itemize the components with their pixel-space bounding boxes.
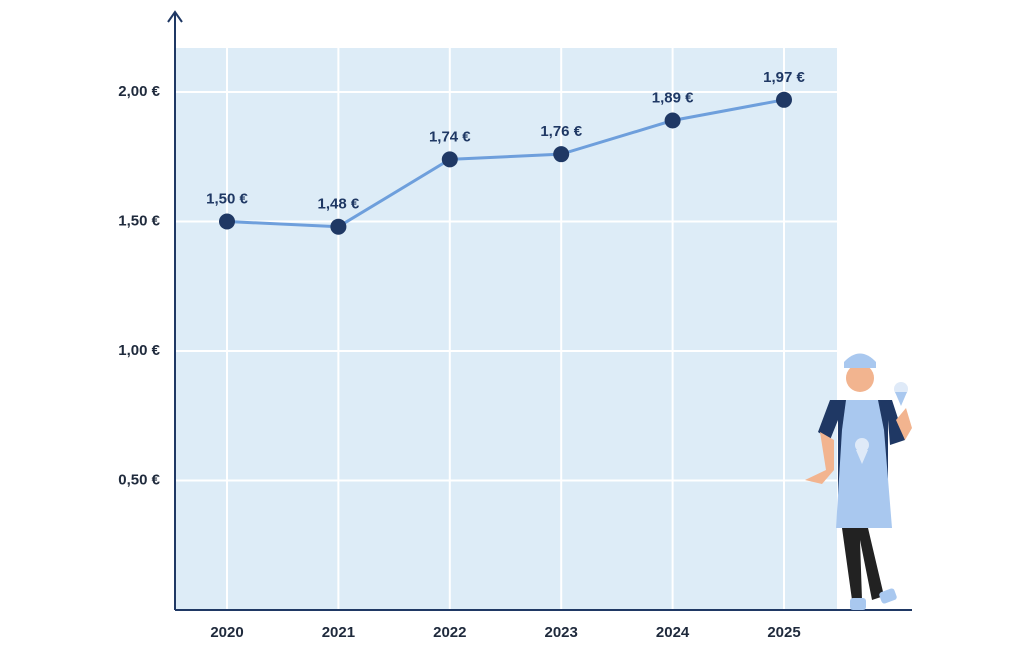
marker: [441, 151, 458, 168]
x-tick-label: 2020: [210, 624, 243, 641]
plot-layer: [175, 48, 837, 610]
x-tick-label: 2024: [656, 624, 690, 641]
data-label: 1,74 €: [429, 128, 471, 145]
data-label: 1,76 €: [540, 123, 582, 140]
marker: [330, 218, 347, 235]
data-label: 1,48 €: [318, 196, 360, 213]
data-label: 1,97 €: [763, 69, 805, 86]
data-label: 1,50 €: [206, 190, 248, 207]
y-tick-label: 0,50 €: [118, 471, 160, 488]
x-tick-label: 2021: [322, 624, 355, 641]
x-tick-label: 2022: [433, 624, 466, 641]
data-label: 1,89 €: [652, 89, 694, 106]
x-tick-label: 2023: [545, 624, 578, 641]
y-axis-arrow: [167, 10, 183, 23]
marker: [664, 112, 681, 129]
line: [226, 98, 785, 229]
plot-background: [175, 48, 837, 610]
marker: [553, 146, 570, 163]
y-tick-label: 2,00 €: [118, 83, 160, 100]
marker: [776, 91, 792, 108]
y-tick-label: 1,00 €: [118, 342, 160, 359]
x-tick-label: 2025: [767, 624, 800, 641]
ice-cream-vendor-illustration: [805, 353, 912, 610]
y-tick-label: 1,50 €: [118, 212, 160, 229]
marker: [219, 213, 235, 230]
